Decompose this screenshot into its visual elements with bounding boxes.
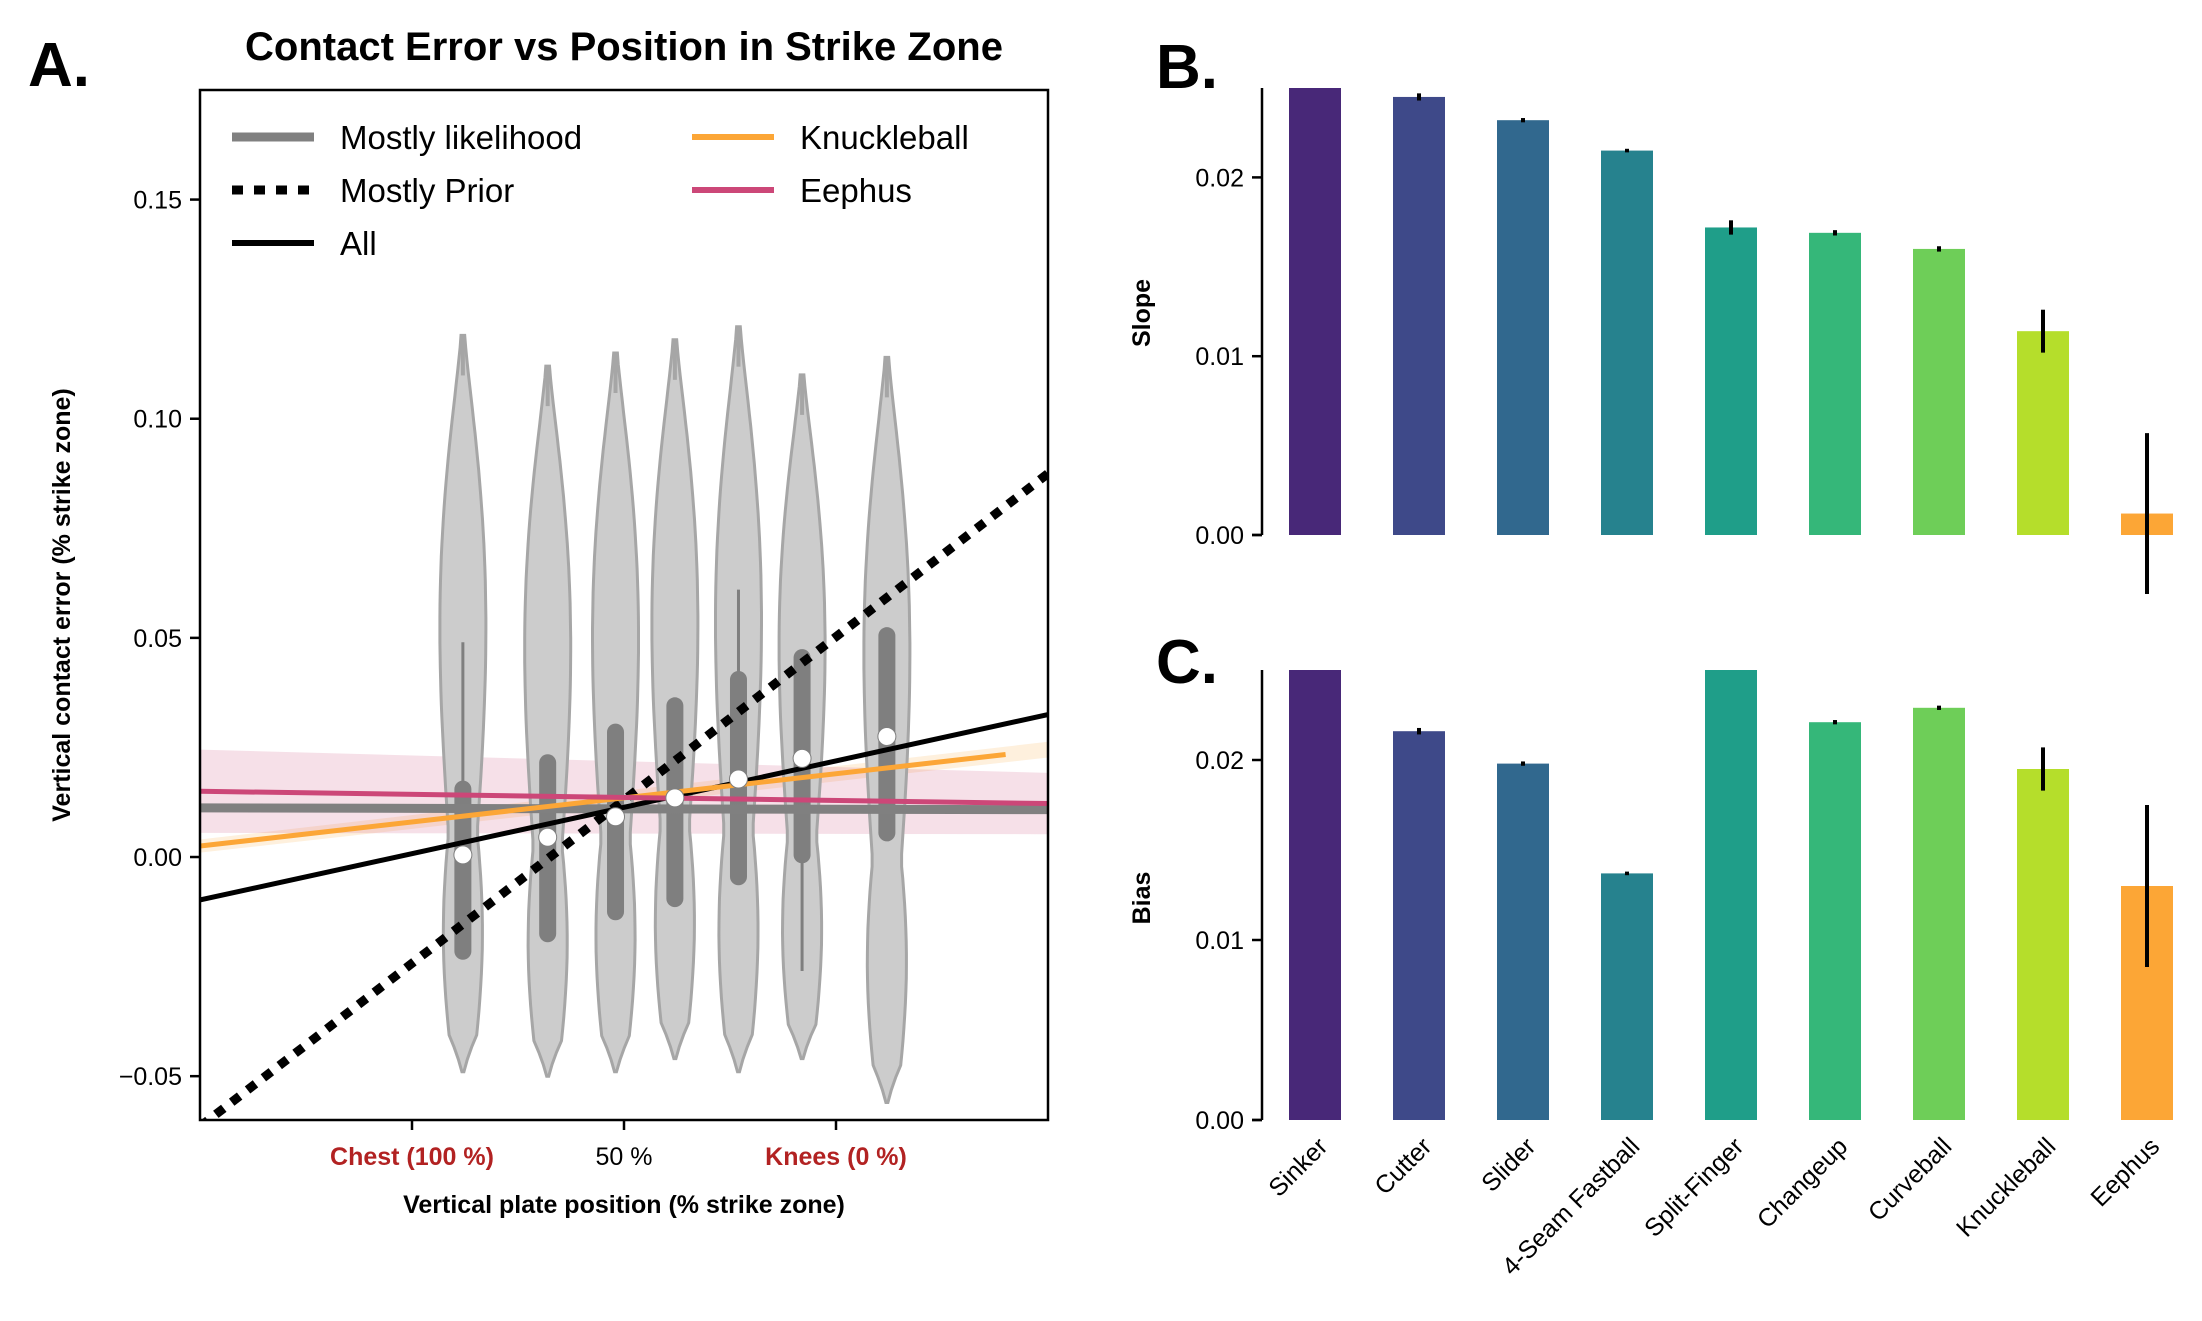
legend-label-4: Eephus	[800, 172, 912, 209]
regression-line-eephus	[200, 788, 1048, 807]
legend-label-2: All	[340, 225, 377, 262]
panel-a-y-label: Vertical contact error (% strike zone)	[48, 388, 76, 821]
y-tick-label-3: 0.10	[133, 406, 182, 434]
panel-a-y-ticks: −0.05 0.00 0.05 0.10 0.15	[119, 187, 200, 1091]
median-markers	[453, 726, 897, 865]
panel-a: A. Contact Error vs Position in Strike Z…	[28, 25, 1050, 1219]
panel-a-x-ticks: Chest (100 %) 50 % Knees (0 %)	[330, 1120, 907, 1171]
bar-4-seam-fastball	[1601, 150, 1653, 535]
panel-b: B. 0.00 0.01 0.02 Slope	[1128, 33, 2173, 595]
median-marker-5	[792, 748, 812, 768]
category-label-1: Cutter	[1369, 1132, 1437, 1200]
y-tick-label-2: 0.02	[1195, 747, 1244, 775]
category-label-8: Eephus	[2085, 1132, 2165, 1212]
bar-curveball	[1913, 248, 1965, 536]
category-label-6: Curveball	[1863, 1132, 1957, 1226]
category-label-0: Sinker	[1263, 1132, 1333, 1202]
slope-bars	[1289, 88, 2173, 595]
bias-bars	[1289, 670, 2173, 1120]
panel-b-letter: B.	[1156, 33, 1218, 102]
y-tick-label-4: 0.15	[133, 187, 182, 215]
y-tick-label-0: −0.05	[119, 1063, 182, 1091]
panel-c-letter: C.	[1156, 628, 1218, 697]
panel-b-axes: 0.00 0.01 0.02	[1195, 88, 1264, 550]
panel-b-y-label: Slope	[1128, 279, 1156, 347]
y-tick-label-2: 0.02	[1195, 164, 1244, 192]
panel-c-axes: 0.00 0.01 0.02	[1195, 670, 1264, 1135]
violin-plots	[438, 325, 912, 1104]
panel-a-x-label: Vertical plate position (% strike zone)	[403, 1191, 845, 1219]
x-tick-label-0: Chest (100 %)	[330, 1143, 494, 1171]
regression-lines	[200, 469, 1048, 1120]
bar-sinker	[1289, 88, 1341, 535]
bar-split-finger	[1705, 670, 1757, 1120]
median-marker-2	[606, 807, 626, 827]
median-marker-1	[538, 827, 558, 847]
bar-changeup	[1809, 722, 1861, 1120]
bar-sinker	[1289, 670, 1341, 1120]
violin-2	[591, 351, 640, 1074]
y-tick-label-0: 0.00	[1195, 522, 1244, 550]
median-marker-6	[877, 726, 897, 746]
median-marker-0	[453, 845, 473, 865]
regression-line-all	[200, 712, 1048, 903]
category-label-7: Knuckleball	[1951, 1132, 2061, 1242]
bar-knuckleball	[2017, 769, 2069, 1120]
x-tick-label-1: 50 %	[596, 1143, 653, 1171]
median-marker-4	[728, 769, 748, 789]
panel-a-title: Contact Error vs Position in Strike Zone	[245, 25, 1003, 69]
bar-slider	[1497, 763, 1549, 1120]
legend-label-1: Mostly Prior	[340, 172, 514, 209]
legend: Mostly likelihood Mostly Prior All Knuckleb…	[232, 119, 969, 262]
panel-c-y-label: Bias	[1128, 872, 1156, 925]
x-tick-label-2: Knees (0 %)	[765, 1143, 907, 1171]
y-tick-label-1: 0.01	[1195, 343, 1244, 371]
bar-slider	[1497, 120, 1549, 536]
category-label-5: Changeup	[1752, 1132, 1853, 1233]
bar-changeup	[1809, 232, 1861, 535]
y-tick-label-1: 0.01	[1195, 927, 1244, 955]
y-tick-label-0: 0.00	[1195, 1107, 1244, 1135]
legend-label-3: Knuckleball	[800, 119, 969, 156]
bar-4-seam-fastball	[1601, 873, 1653, 1120]
median-marker-3	[665, 788, 685, 808]
bar-curveball	[1913, 707, 1965, 1120]
y-tick-label-2: 0.05	[133, 625, 182, 653]
legend-label-0: Mostly likelihood	[340, 119, 582, 156]
panel-a-letter: A.	[28, 31, 90, 100]
y-tick-label-1: 0.00	[133, 844, 182, 872]
panel-c: C. 0.000.010.02 Bias Sinker Cutter Slider4…	[1128, 628, 2173, 1281]
bar-cutter	[1393, 731, 1445, 1120]
bar-cutter	[1393, 96, 1445, 535]
category-label-4: Split-Finger	[1639, 1132, 1749, 1242]
category-label-2: Slider	[1476, 1132, 1541, 1197]
violin-1	[523, 364, 573, 1078]
bar-split-finger	[1705, 227, 1757, 536]
bar-knuckleball	[2017, 331, 2069, 535]
regression-line-knuckleball	[200, 751, 1006, 849]
